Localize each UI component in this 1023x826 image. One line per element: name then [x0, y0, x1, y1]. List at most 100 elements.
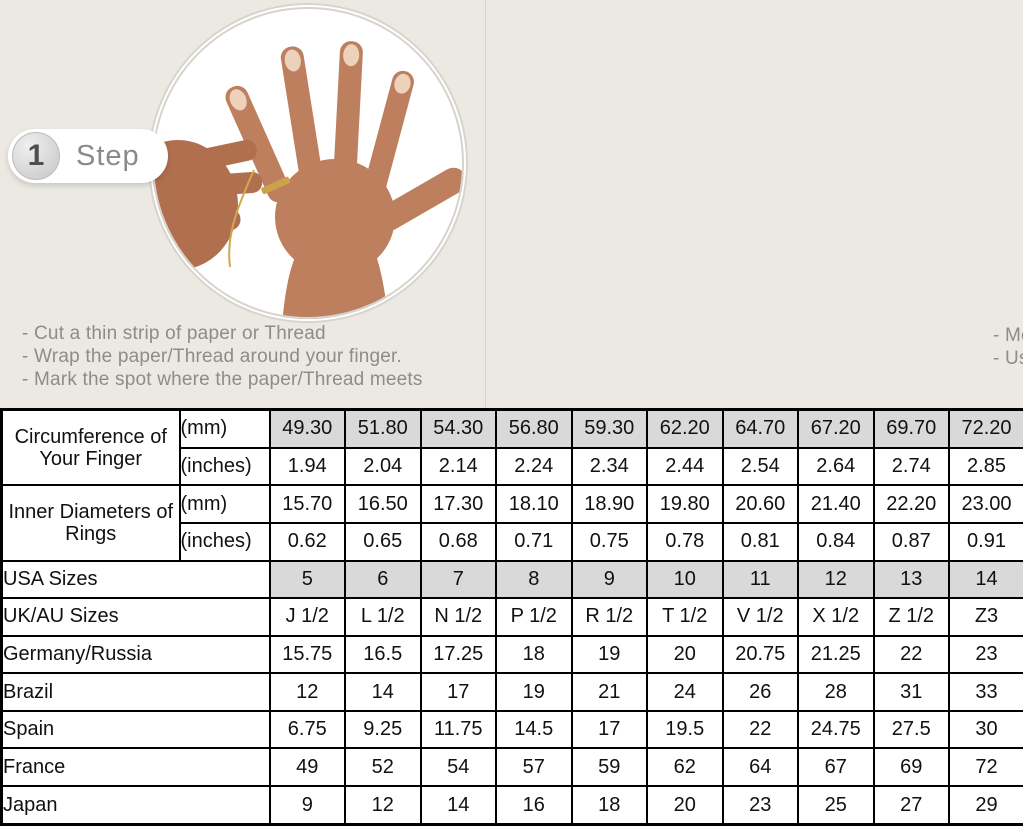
- size-cell: 2.24: [495, 446, 573, 487]
- step1-panel: 1 Step - Cut a thin strip of paper or Th…: [0, 0, 486, 408]
- size-cell: 20: [646, 634, 724, 675]
- size-cell: 30: [948, 709, 1023, 750]
- table-row-japan: Japan 9 12 14 16 18 20 23 25 27 29: [0, 785, 1023, 826]
- size-cell: 0.81: [721, 521, 799, 562]
- size-cell: 16.5: [344, 634, 422, 675]
- row-label: Inner Diameters of Rings: [0, 484, 181, 562]
- size-cell: 12: [268, 672, 346, 712]
- size-cell: 21.40: [797, 484, 875, 524]
- unit-cell: (inches): [178, 521, 271, 562]
- table-row-circumference-inches: (inches) 1.94 2.04 2.14 2.24 2.34 2.44 2…: [2, 446, 1023, 487]
- size-cell: 2.85: [948, 446, 1023, 487]
- helper-hand-shape: [152, 139, 263, 270]
- size-cell: 0.87: [872, 521, 950, 562]
- size-cell: 0.78: [646, 521, 724, 562]
- step1-badge: 1 Step: [8, 129, 168, 183]
- size-cell: 7: [419, 559, 497, 600]
- table-row-circumference-mm: Circumference of Your Finger (mm) 49.30 …: [0, 408, 1023, 487]
- size-cell: 54: [419, 747, 497, 788]
- size-cell: 25: [797, 785, 875, 826]
- gold-thread-ring: [261, 176, 291, 195]
- size-cell: 64.70: [721, 408, 799, 449]
- size-cell: 6.75: [268, 709, 346, 750]
- size-cell: 67.20: [797, 408, 875, 449]
- size-cell: 14: [948, 559, 1023, 600]
- table-row-diameter-inches: (inches) 0.62 0.65 0.68 0.71 0.75 0.78 0…: [2, 521, 1023, 562]
- hanging-thread: [228, 169, 255, 268]
- size-cell: 49.30: [268, 408, 346, 449]
- size-cell: 11.75: [419, 709, 497, 750]
- size-cell: 11: [721, 559, 799, 600]
- size-cell: N 1/2: [419, 597, 497, 637]
- size-cell: 19.5: [646, 709, 724, 750]
- size-cell: 51.80: [344, 408, 422, 449]
- size-cell: 2.64: [797, 446, 875, 487]
- size-cell: 15.70: [268, 484, 346, 524]
- instruction-line: - Cut a thin strip of paper or Thread: [22, 323, 326, 344]
- size-cell: 72.20: [948, 408, 1023, 449]
- instruction-line: - Wrap the paper/Thread around your fing…: [22, 346, 403, 367]
- size-cell: 12: [797, 559, 875, 600]
- size-cell: 2.54: [721, 446, 799, 487]
- size-cell: 0.75: [570, 521, 648, 562]
- size-cell: 22: [721, 709, 799, 750]
- size-cell: 2.44: [646, 446, 724, 487]
- table-row-germany-russia: Germany/Russia 15.75 16.5 17.25 18 19 20…: [0, 634, 1023, 675]
- size-cell: 16: [495, 785, 573, 826]
- size-cell: 0.62: [268, 521, 346, 562]
- size-cell: 19: [495, 672, 573, 712]
- size-cell: J 1/2: [268, 597, 346, 637]
- size-cell: 14.5: [495, 709, 573, 750]
- unit-cell: (mm): [178, 484, 271, 524]
- step1-label: Step: [76, 139, 140, 172]
- size-cell: 23.00: [948, 484, 1023, 524]
- size-cell: 27: [872, 785, 950, 826]
- size-cell: 67: [797, 747, 875, 788]
- size-cell: 0.91: [948, 521, 1023, 562]
- size-cell: Z3: [948, 597, 1023, 637]
- row-label: Germany/Russia: [0, 634, 271, 675]
- instruction-line: - Use the following chart to determine y…: [993, 348, 1023, 369]
- size-cell: 62.20: [646, 408, 724, 449]
- size-cell: Z 1/2: [872, 597, 950, 637]
- size-cell: P 1/2: [495, 597, 573, 637]
- size-cell: 22.20: [872, 484, 950, 524]
- unit-cell: (inches): [178, 446, 271, 487]
- size-cell: 52: [344, 747, 422, 788]
- size-cell: 20.75: [721, 634, 799, 675]
- measuring-instructions-area: 1 Step - Cut a thin strip of paper or Th…: [0, 0, 1023, 408]
- size-cell: 6: [344, 559, 422, 600]
- size-cell: 17.25: [419, 634, 497, 675]
- size-cell: 22: [872, 634, 950, 675]
- row-label: Circumference of Your Finger: [0, 408, 181, 487]
- size-cell: 57: [495, 747, 573, 788]
- size-cell: 24: [646, 672, 724, 712]
- size-cell: 28: [797, 672, 875, 712]
- size-cell: 23: [948, 634, 1023, 675]
- table-row-usa-sizes: USA Sizes 5 6 7 8 9 10 11 12 13 14: [0, 559, 1023, 600]
- size-cell: 16.50: [344, 484, 422, 524]
- size-cell: 13: [872, 559, 950, 600]
- size-cell: 0.71: [495, 521, 573, 562]
- size-cell: 72: [948, 747, 1023, 788]
- row-label: Spain: [0, 709, 271, 750]
- unit-cell: (mm): [178, 408, 271, 449]
- spread-hand-shape: [225, 41, 464, 319]
- size-cell: V 1/2: [721, 597, 799, 637]
- size-cell: 5: [268, 559, 346, 600]
- size-cell: 24.75: [797, 709, 875, 750]
- size-cell: L 1/2: [344, 597, 422, 637]
- size-cell: 9: [570, 559, 648, 600]
- table-row-ukau-sizes: UK/AU Sizes J 1/2 L 1/2 N 1/2 P 1/2 R 1/…: [0, 597, 1023, 637]
- size-cell: R 1/2: [570, 597, 648, 637]
- size-cell: 20: [646, 785, 724, 826]
- size-cell: 2.04: [344, 446, 422, 487]
- step2-instructions: - Measure the length of the thread with …: [993, 324, 1023, 370]
- size-cell: 17.30: [419, 484, 497, 524]
- size-cell: 0.68: [419, 521, 497, 562]
- size-cell: 2.14: [419, 446, 497, 487]
- size-cell: 18: [495, 634, 573, 675]
- size-cell: 2.34: [570, 446, 648, 487]
- ring-size-conversion-table: Circumference of Your Finger (mm) 49.30 …: [0, 408, 1023, 826]
